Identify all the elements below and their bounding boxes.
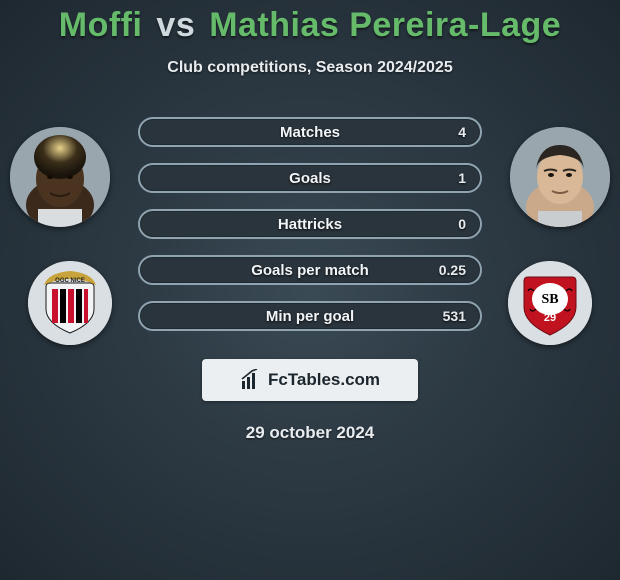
player1-avatar	[10, 127, 110, 227]
chart-bars-icon	[240, 369, 262, 391]
stat-label: Goals	[289, 170, 331, 187]
svg-text:OGC NICE: OGC NICE	[55, 278, 85, 284]
stat-row: Hattricks 0	[138, 209, 482, 239]
player2-avatar	[510, 127, 610, 227]
comparison-body: OGC NICE SB 29 Matches 4 Goals 1	[0, 109, 620, 345]
watermark: FcTables.com	[202, 359, 418, 401]
stat-row: Goals 1	[138, 163, 482, 193]
stat-value: 531	[443, 308, 466, 324]
subtitle: Club competitions, Season 2024/2025	[0, 59, 620, 77]
stat-value: 4	[458, 124, 466, 140]
svg-text:SB: SB	[541, 292, 558, 307]
stat-value: 0	[458, 216, 466, 232]
player2-club-badge: SB 29	[508, 261, 592, 345]
stat-value: 0.25	[439, 262, 466, 278]
svg-text:29: 29	[544, 312, 556, 324]
stat-value: 1	[458, 170, 466, 186]
vs-text: vs	[156, 6, 195, 44]
stat-label: Matches	[280, 124, 340, 141]
player1-name: Moffi	[59, 6, 143, 44]
snapshot-date: 29 october 2024	[0, 423, 620, 443]
stat-row: Goals per match 0.25	[138, 255, 482, 285]
player1-club-badge: OGC NICE	[28, 261, 112, 345]
comparison-title: Moffi vs Mathias Pereira-Lage	[0, 0, 620, 45]
watermark-text: FcTables.com	[268, 370, 380, 390]
stat-row: Matches 4	[138, 117, 482, 147]
stat-label: Hattricks	[278, 216, 342, 233]
stat-row: Min per goal 531	[138, 301, 482, 331]
stat-label: Min per goal	[266, 308, 354, 325]
stat-label: Goals per match	[251, 262, 369, 279]
player2-name: Mathias Pereira-Lage	[209, 6, 561, 44]
stats-list: Matches 4 Goals 1 Hattricks 0 Goals per …	[138, 117, 482, 331]
